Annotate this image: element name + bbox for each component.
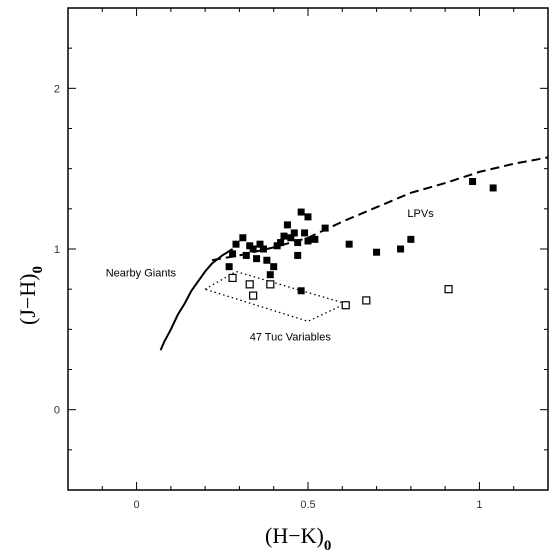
- x-tick-label: 0: [134, 499, 140, 511]
- filled-square-point: [397, 245, 405, 253]
- filled-square-point: [297, 208, 305, 216]
- filled-square-point: [229, 250, 237, 258]
- filled-square-point: [407, 235, 415, 243]
- filled-square-point: [345, 240, 353, 248]
- filled-square-point: [373, 248, 381, 256]
- filled-square-point: [270, 263, 278, 271]
- y-tick-label: 0: [54, 405, 60, 417]
- tick-labels: 0 0.5 1 0 1 2: [54, 83, 483, 511]
- lpv-sequence: [211, 156, 549, 262]
- filled-square-point: [256, 240, 264, 248]
- filled-square-point: [469, 178, 477, 186]
- plot-border: [67, 7, 549, 491]
- filled-square-point: [253, 255, 261, 263]
- open-square-point: [444, 285, 453, 294]
- plot-frame: [67, 7, 549, 491]
- filled-square-point: [301, 229, 309, 237]
- annotation-label: 47 Tuc Variables: [250, 332, 332, 344]
- filled-square-point: [239, 234, 247, 242]
- filled-square-point: [489, 184, 497, 192]
- filled-square-point: [321, 224, 329, 232]
- nearby-giants-sequence: [159, 248, 234, 351]
- markers: [225, 178, 497, 310]
- filled-square-point: [311, 235, 319, 243]
- open-square-point: [362, 296, 371, 305]
- filled-square-point: [259, 245, 267, 253]
- annotation-label: LPVs: [407, 208, 434, 220]
- tuc-variables-region: [204, 270, 348, 322]
- filled-square-point: [294, 239, 302, 247]
- open-square-point: [266, 280, 275, 289]
- filled-square-point: [242, 251, 250, 259]
- filled-square-point: [287, 234, 295, 242]
- filled-square-point: [297, 287, 305, 295]
- filled-square-point: [283, 221, 291, 229]
- x-axis-label: (H−K)0: [265, 523, 331, 554]
- x-axis-label-subscript: 0: [324, 538, 332, 554]
- filled-square-point: [225, 263, 233, 271]
- open-square-point: [249, 291, 258, 300]
- filled-square-point: [249, 245, 257, 253]
- filled-square-point: [266, 271, 274, 279]
- open-square-point: [245, 280, 254, 289]
- x-tick-label: 0.5: [300, 499, 315, 511]
- filled-square-point: [304, 213, 312, 221]
- filled-square-point: [277, 239, 285, 247]
- y-axis-label-subscript: 0: [30, 266, 46, 274]
- axis-ticks: [67, 7, 549, 491]
- open-square-point: [341, 301, 350, 310]
- filled-square-point: [304, 237, 312, 245]
- y-tick-label: 2: [54, 83, 60, 95]
- filled-square-point: [280, 232, 288, 240]
- filled-square-point: [263, 256, 271, 264]
- y-axis-label: (J−H)0: [15, 266, 46, 325]
- filled-square-point: [232, 240, 240, 248]
- open-square-point: [228, 273, 237, 283]
- y-tick-label: 1: [54, 244, 60, 256]
- filled-square-point: [290, 229, 298, 237]
- annotation-label: Nearby Giants: [106, 267, 177, 279]
- filled-square-point: [294, 251, 302, 259]
- annotations: Nearby Giants LPVs 47 Tuc Variables: [106, 208, 435, 344]
- x-tick-label: 1: [476, 499, 482, 511]
